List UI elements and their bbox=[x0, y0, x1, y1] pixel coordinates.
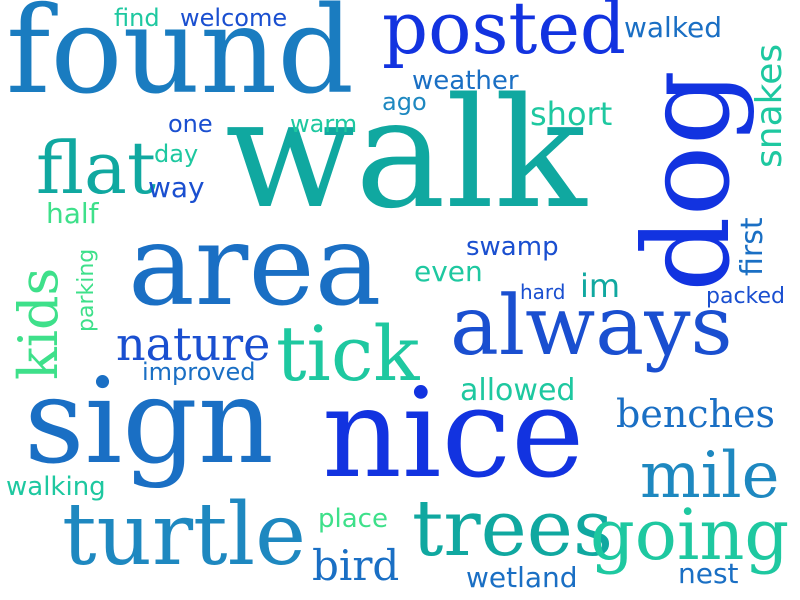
word-warm: warm bbox=[290, 110, 358, 138]
word-im: im bbox=[580, 267, 621, 305]
word-day: day bbox=[154, 140, 199, 168]
word-way: way bbox=[148, 171, 205, 204]
word-nature: nature bbox=[116, 317, 271, 371]
word-swamp: swamp bbox=[466, 232, 559, 262]
word-welcome: welcome bbox=[180, 4, 288, 32]
word-posted: posted bbox=[382, 0, 627, 70]
word-tick: tick bbox=[276, 309, 420, 398]
word-dog: dog bbox=[618, 69, 756, 292]
word-walked: walked bbox=[624, 11, 723, 44]
word-even: even bbox=[414, 255, 483, 288]
word-weather: weather bbox=[412, 66, 519, 96]
word-always: always bbox=[450, 279, 733, 374]
word-benches: benches bbox=[616, 392, 776, 436]
word-snakes: snakes bbox=[749, 43, 790, 168]
word-trees: trees bbox=[412, 484, 613, 574]
word-first: first bbox=[735, 217, 770, 276]
word-nice: nice bbox=[322, 362, 585, 506]
word-kids: kids bbox=[7, 267, 70, 380]
word-going: going bbox=[590, 494, 790, 576]
word-walk: walk bbox=[225, 65, 587, 242]
word-short: short bbox=[530, 95, 613, 133]
word-place: place bbox=[318, 504, 388, 534]
word-find: find bbox=[114, 4, 160, 32]
word-packed: packed bbox=[706, 284, 785, 309]
word-wetland: wetland bbox=[466, 561, 578, 594]
word-flat: flat bbox=[36, 126, 156, 210]
word-one: one bbox=[168, 110, 213, 138]
word-nest: nest bbox=[678, 557, 739, 590]
word-area: area bbox=[128, 201, 382, 331]
word-bird: bird bbox=[312, 541, 400, 590]
word-half: half bbox=[46, 197, 99, 230]
word-mile: mile bbox=[640, 439, 780, 513]
word-found: found bbox=[6, 0, 355, 121]
word-allowed: allowed bbox=[460, 373, 576, 408]
word-parking: parking bbox=[74, 248, 99, 332]
word-ago: ago bbox=[382, 88, 427, 116]
word-sign: sign bbox=[24, 352, 274, 490]
word-turtle: turtle bbox=[62, 485, 307, 585]
word-walking: walking bbox=[6, 472, 106, 502]
word-improved: improved bbox=[142, 358, 256, 386]
word-hard: hard bbox=[520, 280, 566, 304]
